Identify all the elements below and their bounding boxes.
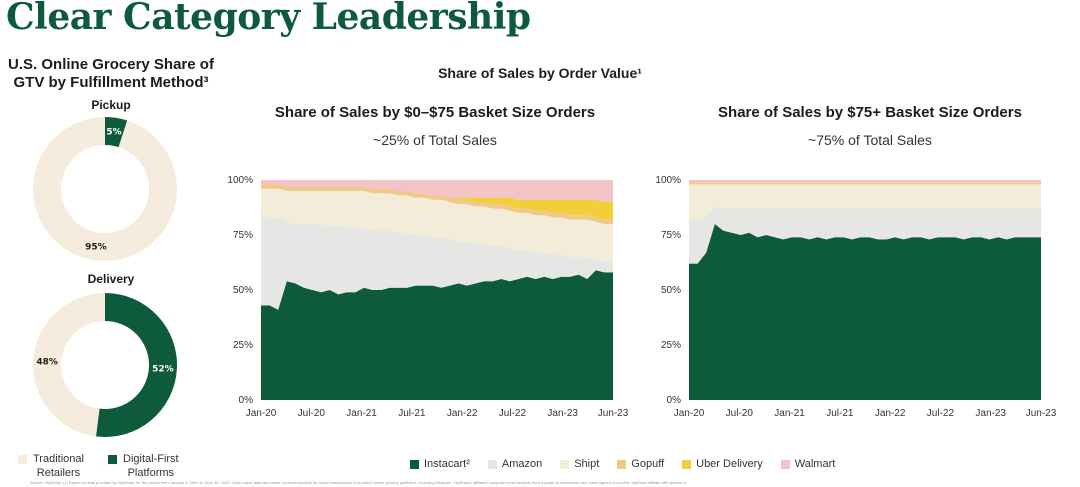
donut-slice-digital-first [105,117,128,148]
legend-label-digital: Digital-First Platforms [123,452,179,480]
pickup-donut-chart: 5% 95% [33,117,178,261]
area-series-1 [689,224,1041,400]
donut-label-digital-first: 52% [152,365,174,375]
y-tick-label: 75% [233,230,253,241]
legend-digital-line1: Digital-First [123,453,179,465]
donut-slice-traditional [33,117,178,261]
legend-item-2: Amazon [487,458,543,470]
x-tick-label: Jun-23 [1026,408,1057,419]
legend-label-traditional: Traditional Retailers [33,452,84,480]
legend-swatch-traditional [18,455,27,464]
legend-swatch [780,459,790,469]
x-tick-label: Jan-21 [774,408,805,419]
small-basket-area-chart: 0% 25% 50% 75% 100% Jan-20 Jul-20 Jan-21 Jul-21 J… [227,175,628,419]
legend-label: Instacart² [424,458,470,470]
legend-swatch [487,459,497,469]
area-series-1 [261,270,613,400]
y-tick-label: 50% [661,285,681,296]
page-title: Clear Category Leadership [6,0,531,38]
y-tick-label: 0% [667,395,682,406]
platform-legend: Instacart² Amazon Shipt Gopuff Uber Delivery… [410,458,835,470]
area-series-2 [689,206,1041,264]
area-series-3 [689,184,1041,220]
legend-item-5: Uber Delivery [682,458,763,470]
legend-traditional-line1: Traditional [33,453,84,465]
delivery-donut-chart: 52% 48% [32,293,177,437]
left-panel-heading: U.S. Online Grocery Share of GTV by Fulf… [0,56,222,92]
source-footnote: Source: YipitData. (1) Based on data pro… [30,480,687,485]
donut-slice-digital-first [95,293,177,437]
legend-label: Walmart [794,458,836,470]
x-tick-label: Jul-20 [726,408,754,419]
donut-label-traditional: 48% [36,357,58,367]
x-tick-label: Jun-23 [598,408,629,419]
x-tick-label: Jan-20 [674,408,705,419]
legend-swatch-digital [108,455,117,464]
legend-swatch [682,459,692,469]
legend-label: Gopuff [631,458,665,470]
x-tick-label: Jan-21 [346,408,377,419]
area-series-6 [689,180,1041,183]
legend-item-6: Walmart [780,458,836,470]
legend-item-1: Instacart² [410,458,470,470]
legend-label: Amazon [501,458,543,470]
large-basket-chart-note: ~75% of Total Sales [808,132,932,148]
x-tick-label: Jul-21 [398,408,426,419]
x-tick-label: Jul-20 [298,408,326,419]
large-basket-chart-title: Share of Sales by $75+ Basket Size Order… [718,104,1022,121]
legend-swatch [560,459,570,469]
legend-label: Shipt [574,458,600,470]
y-tick-label: 50% [233,285,253,296]
legend-label: Uber Delivery [696,458,763,470]
y-tick-label: 100% [655,175,681,186]
x-tick-label: Jan-23 [547,408,578,419]
pickup-label: Pickup [91,98,131,112]
legend-swatch [617,459,627,469]
legend-item-4: Gopuff [617,458,664,470]
y-tick-label: 25% [661,340,681,351]
x-tick-label: Jan-23 [975,408,1006,419]
order-value-main-title: Share of Sales by Order Value¹ [438,65,642,81]
legend-traditional-line2: Retailers [36,467,81,479]
area-series-6 [261,180,613,202]
y-tick-label: 25% [233,340,253,351]
y-tick-label: 0% [239,395,254,406]
delivery-label: Delivery [87,272,135,286]
area-series-2 [261,215,613,310]
left-heading-line2: GTV by Fulfillment Method³ [13,74,209,91]
x-tick-label: Jul-21 [826,408,854,419]
y-tick-label: 75% [661,230,681,241]
donut-label-digital-first: 5% [106,128,121,138]
legend-item-digital: Digital-First Platforms [108,452,179,480]
x-tick-label: Jan-22 [447,408,478,419]
donut-label-traditional: 95% [85,242,107,252]
area-series-4 [261,184,613,224]
legend-swatch [410,459,419,469]
x-tick-label: Jan-22 [875,408,906,419]
legend-digital-line2: Platforms [127,467,175,479]
legend-item-3: Shipt [560,458,599,470]
left-heading-line1: U.S. Online Grocery Share of [8,56,214,73]
area-series-3 [261,188,613,262]
area-series-5 [261,184,613,220]
donut-slice-traditional [32,293,105,437]
area-series-4 [689,182,1041,185]
x-tick-label: Jan-20 [246,408,277,419]
small-basket-chart-note: ~25% of Total Sales [373,132,497,148]
x-tick-label: Jul-22 [499,408,527,419]
y-tick-label: 100% [227,175,253,186]
legend-item-traditional: Traditional Retailers [18,452,84,480]
large-basket-area-chart: 0% 25% 50% 75% 100% Jan-20 Jul-20 Jan-21 Jul-21 J… [655,175,1056,419]
small-basket-chart-title: Share of Sales by $0–$75 Basket Size Ord… [274,104,596,121]
x-tick-label: Jul-22 [927,408,955,419]
